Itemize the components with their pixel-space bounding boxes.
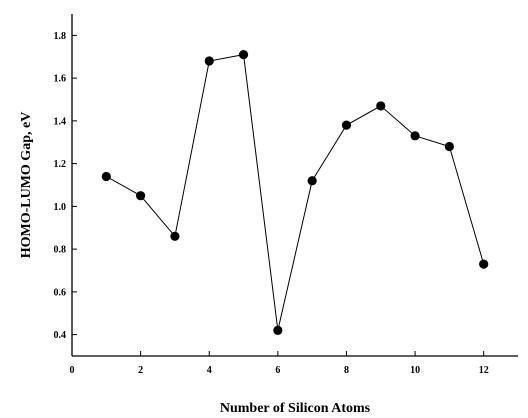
y-tick-label: 1.4: [54, 116, 67, 127]
data-point: [479, 259, 489, 269]
x-tick-label: 6: [275, 365, 280, 376]
y-tick-label: 1.6: [54, 74, 67, 85]
x-tick-label: 10: [410, 365, 420, 376]
data-point: [101, 171, 111, 182]
data-point: [136, 191, 146, 201]
y-tick-label: 0.4: [54, 330, 67, 341]
data-point: [170, 231, 180, 241]
x-axis-title: Number of Silicon Atoms: [220, 401, 371, 416]
y-tick-label: 1.8: [54, 31, 67, 42]
x-tick-label: 8: [344, 365, 349, 376]
y-tick-label: 0.8: [54, 245, 67, 256]
series-line: [106, 54, 485, 331]
y-tick-label: 1.2: [54, 159, 67, 170]
data-point: [273, 325, 283, 335]
data-point: [376, 101, 386, 111]
x-tick-label: 2: [138, 365, 143, 376]
data-point: [307, 176, 317, 186]
y-ticks: 0.4 0.6 0.8 1.0 1.2 1.4 1.6 1.8: [54, 31, 77, 341]
data-point: [444, 141, 454, 152]
data-point: [341, 120, 352, 130]
x-ticks: 0 2 4 6 8 10 12: [70, 351, 489, 376]
data-point: [410, 131, 420, 141]
y-tick-label: 1.0: [54, 202, 67, 213]
x-tick-label: 4: [207, 365, 212, 376]
data-point: [238, 50, 249, 60]
x-tick-label: 12: [479, 365, 489, 376]
data-point: [204, 56, 214, 66]
y-tick-label: 0.6: [54, 287, 67, 298]
x-tick-label: 0: [70, 365, 75, 376]
data-points: [101, 50, 489, 335]
y-axis-title: HOMO-LUMO Gap, eV: [19, 112, 34, 259]
